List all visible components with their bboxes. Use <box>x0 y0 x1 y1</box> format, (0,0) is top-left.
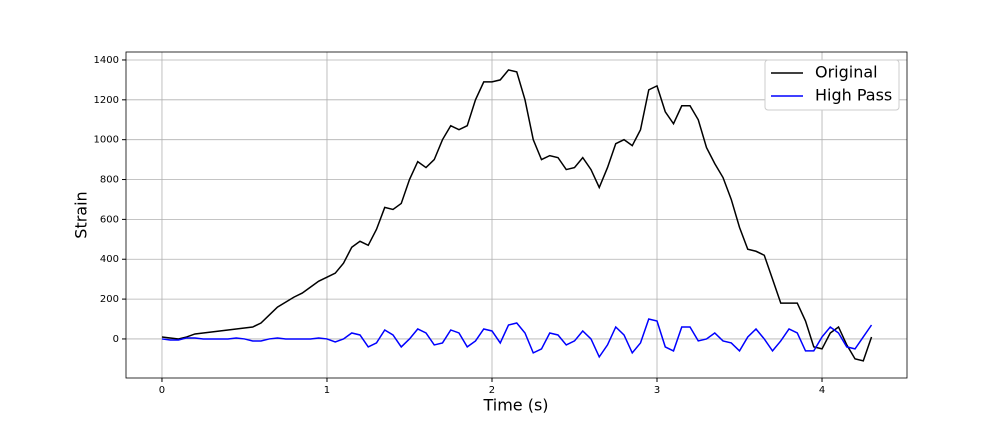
line-series <box>161 318 873 359</box>
y-tick-label: 1000 <box>94 135 119 146</box>
x-tick-label: 3 <box>654 385 660 396</box>
plot-frame <box>125 51 908 379</box>
y-tick-label: 600 <box>100 214 119 225</box>
legend-label: Original <box>815 63 878 82</box>
y-tick-label: 1400 <box>94 55 119 66</box>
legend-label: High Pass <box>815 86 892 105</box>
y-tick-label: 400 <box>100 254 119 265</box>
y-tick-label: 200 <box>100 294 119 305</box>
x-tick-label: 2 <box>489 385 495 396</box>
y-tick-label: 0 <box>113 334 119 345</box>
y-tick-label: 1200 <box>94 95 119 106</box>
x-tick-label: 0 <box>159 385 165 396</box>
x-tick-label: 4 <box>819 385 825 396</box>
y-tick-label: 800 <box>100 175 119 186</box>
x-axis-label: Time (s) <box>482 396 548 415</box>
y-axis-label: Strain <box>72 191 91 238</box>
x-tick-label: 1 <box>324 385 330 396</box>
line-series <box>161 69 873 362</box>
